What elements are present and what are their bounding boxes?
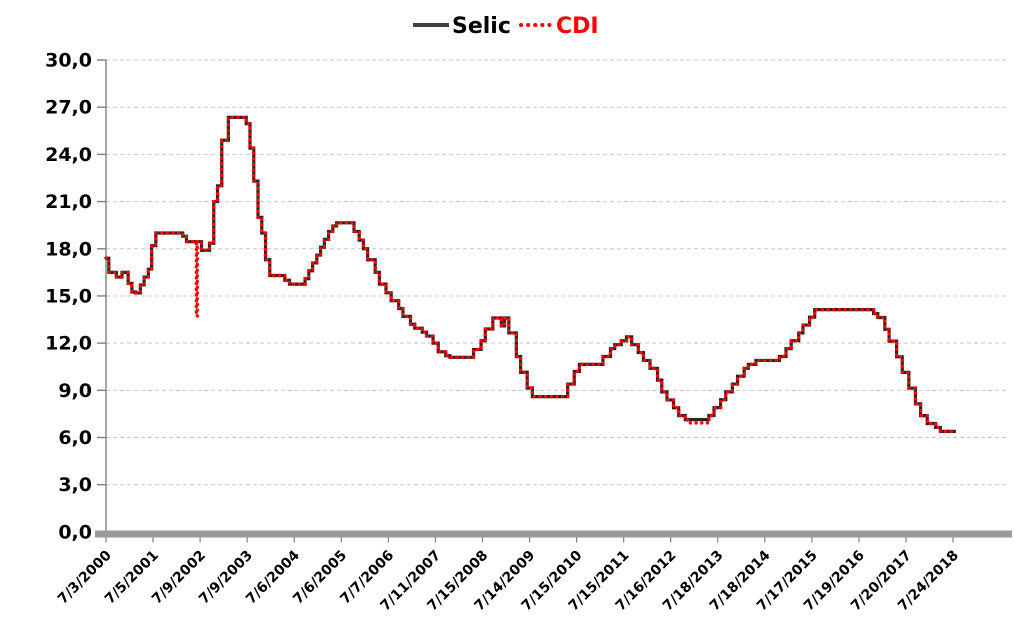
series-cdi-line <box>104 115 958 434</box>
legend-selic-label: Selic <box>452 14 511 39</box>
y-tick-label: 27,0 <box>45 97 92 119</box>
y-tick-label: 12,0 <box>45 333 92 355</box>
y-tick-label: 0,0 <box>58 521 92 543</box>
gridlines <box>106 59 1008 486</box>
legend: Selic CDI <box>413 14 599 39</box>
y-tick-label: 21,0 <box>45 191 92 213</box>
x-axis-labels: 7/3/20007/5/20017/9/20027/9/20037/6/2004… <box>55 547 962 614</box>
x-axis-bar <box>95 530 1012 538</box>
legend-cdi-label: CDI <box>556 14 599 39</box>
series-selic-line <box>106 115 956 433</box>
y-axis-labels: 30,0 27,0 24,0 21,0 18,0 15,0 12,0 9,0 6,0 3,0 0,0 <box>45 50 92 544</box>
y-tick-label: 15,0 <box>45 285 92 307</box>
y-tick-label: 18,0 <box>45 238 92 260</box>
y-tick-label: 3,0 <box>58 474 92 496</box>
y-tick-label: 24,0 <box>45 144 92 166</box>
y-tick-label: 30,0 <box>45 50 92 72</box>
y-axis <box>97 59 107 533</box>
y-tick-label: 9,0 <box>58 380 92 402</box>
x-axis <box>95 530 1012 543</box>
y-tick-label: 6,0 <box>58 427 92 449</box>
